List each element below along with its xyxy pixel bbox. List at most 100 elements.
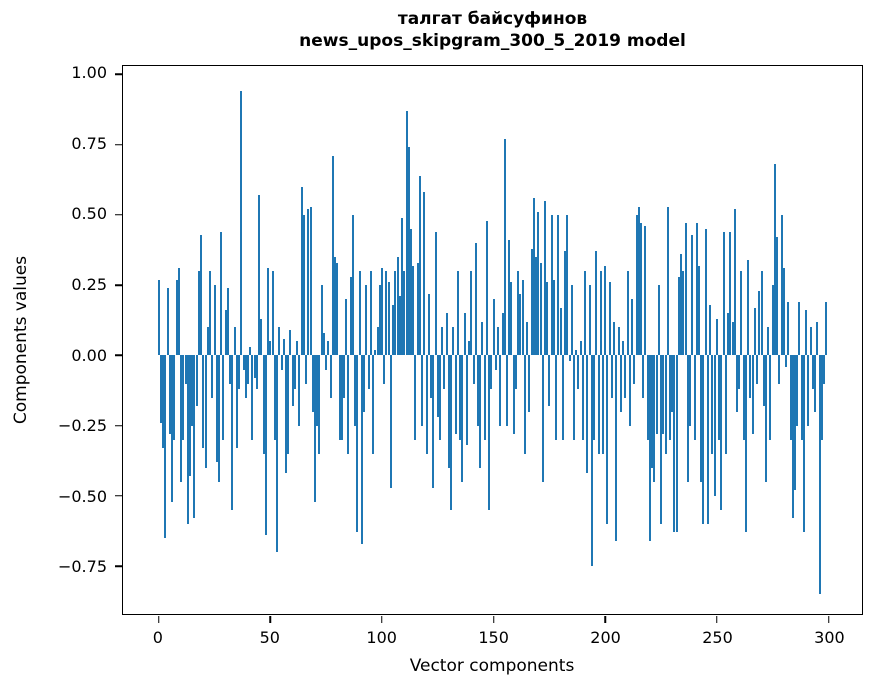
bar [617, 327, 620, 356]
bar [157, 279, 160, 356]
bar [753, 307, 756, 356]
bar [751, 355, 754, 435]
bar [452, 327, 455, 356]
x-tick-label: 150 [478, 628, 509, 647]
bar [760, 271, 763, 356]
bar [472, 355, 475, 384]
bar [756, 355, 759, 384]
bar [552, 279, 555, 356]
bar [445, 313, 448, 356]
bar [488, 355, 491, 511]
bar [655, 355, 658, 435]
bar [320, 285, 323, 356]
bar [387, 282, 390, 356]
bar [686, 355, 689, 482]
bar [278, 327, 281, 356]
bar [579, 341, 582, 356]
bar [298, 355, 301, 426]
bar [499, 355, 502, 426]
bar [742, 355, 745, 440]
bar [586, 355, 589, 474]
bar [637, 206, 640, 356]
bar [180, 355, 183, 482]
bar [588, 285, 591, 356]
bar [581, 355, 584, 440]
bar [253, 355, 256, 378]
bar [532, 198, 535, 356]
bar [689, 355, 692, 426]
bar [186, 355, 189, 525]
bar [392, 304, 395, 356]
bar [166, 288, 169, 356]
bar [602, 355, 604, 454]
bar [316, 355, 319, 426]
y-tick-mark [114, 143, 122, 146]
bar [372, 355, 375, 454]
x-tick-label: 100 [366, 628, 397, 647]
bar [436, 355, 439, 418]
bar [271, 271, 274, 356]
x-tick-label: 250 [702, 628, 733, 647]
bar [608, 282, 611, 356]
bar [164, 355, 167, 539]
bar [789, 355, 792, 440]
bar [613, 321, 616, 356]
bar [188, 355, 191, 477]
bar [258, 195, 261, 356]
bar [606, 355, 609, 525]
bar [238, 355, 241, 390]
bar [570, 285, 573, 356]
bar [481, 321, 484, 356]
bar [537, 212, 540, 356]
bar [646, 355, 649, 440]
bar [287, 355, 290, 454]
bar [738, 355, 741, 390]
bar [483, 355, 486, 440]
bar [177, 268, 180, 356]
bar [334, 257, 337, 356]
bar [662, 355, 665, 435]
bar [490, 355, 493, 390]
bar [211, 355, 214, 398]
bar [441, 327, 444, 356]
bar [501, 313, 504, 356]
bar [744, 355, 747, 533]
bar [512, 355, 515, 435]
bar [508, 240, 511, 356]
bar [479, 355, 482, 468]
y-tick-label: −0.25 [57, 416, 107, 436]
bar [778, 355, 781, 384]
bar [564, 251, 567, 356]
bar [657, 285, 660, 356]
x-tick-label: 200 [590, 628, 621, 647]
bar [396, 257, 399, 356]
bar [193, 355, 196, 519]
bar [427, 293, 430, 356]
bar [421, 355, 424, 426]
bar [700, 355, 703, 482]
bar [459, 355, 462, 440]
y-tick-label: 0.00 [71, 345, 107, 365]
bar [604, 265, 607, 356]
bar [543, 200, 546, 356]
bar [423, 192, 426, 356]
bar [175, 279, 178, 356]
bar [764, 355, 767, 482]
bar [769, 355, 772, 440]
bar [776, 237, 779, 356]
bar [729, 231, 732, 356]
bar [566, 214, 569, 356]
bar [666, 206, 669, 356]
bar [356, 355, 359, 533]
bar [794, 355, 797, 491]
y-tick-mark [114, 73, 122, 76]
bar [293, 355, 296, 390]
x-tick-mark [716, 615, 718, 623]
y-tick-label: 0.75 [71, 133, 107, 153]
bar [463, 313, 466, 356]
bar [767, 327, 770, 356]
bar [572, 355, 575, 440]
bar [720, 355, 723, 511]
bar [249, 347, 252, 356]
bar [711, 355, 714, 454]
